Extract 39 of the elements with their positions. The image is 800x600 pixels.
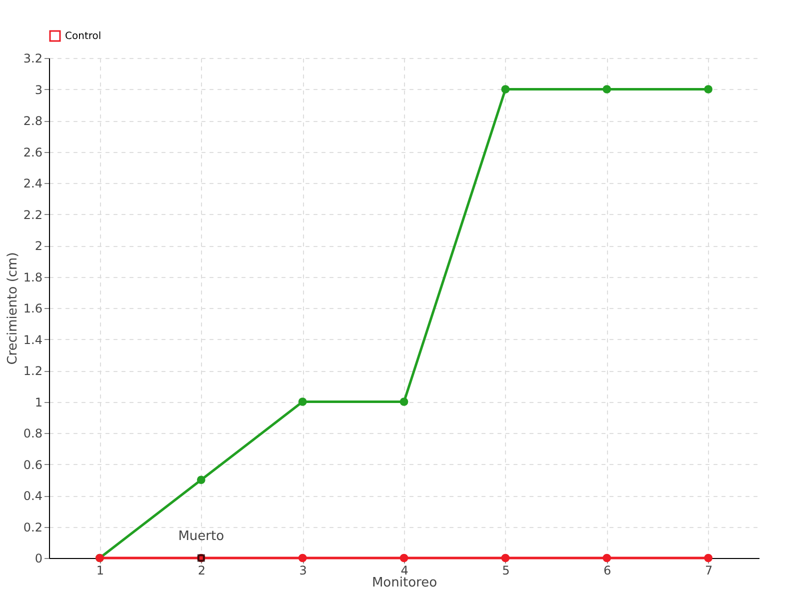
- y-tick-label: 1.6: [23, 302, 42, 316]
- x-tick-label: 2: [198, 564, 206, 578]
- x-tick-label: 4: [400, 564, 408, 578]
- y-tick-label: 2.2: [23, 208, 42, 222]
- x-tick-label: 1: [96, 564, 104, 578]
- x-tick-label: 5: [502, 564, 510, 578]
- y-tick-label: 3: [34, 82, 42, 97]
- y-tick-label: 0.2: [23, 520, 42, 534]
- y-tick-label: 2: [34, 239, 42, 253]
- y-tick-label: 2.4: [23, 176, 42, 190]
- y-tick-label: 0.6: [23, 458, 42, 472]
- y-tick-label: 1: [34, 395, 42, 410]
- x-tick-label: 7: [704, 564, 713, 578]
- x-tick-label: 6: [604, 564, 612, 578]
- x-tick-label: 3: [299, 564, 307, 578]
- point: [196, 476, 206, 484]
- point: [501, 554, 510, 562]
- point: [704, 554, 712, 562]
- y-tick-label: 3.2: [23, 52, 42, 66]
- x-axis-title: Monitoreo: [372, 576, 438, 590]
- point: [298, 554, 307, 562]
- point: [501, 85, 510, 94]
- point: [400, 554, 408, 562]
- y-tick-label: 1.4: [23, 332, 42, 347]
- annotation: Muerto: [178, 529, 224, 544]
- y-tick-label: 1.8: [23, 270, 42, 284]
- y-tick-label: 2.8: [23, 114, 42, 128]
- y-axis-title: Crecimiento (cm): [5, 252, 20, 365]
- y-tick-label: 0.8: [23, 426, 42, 440]
- point: [602, 554, 612, 562]
- y-tick-label: 2.6: [23, 145, 42, 160]
- point: [400, 398, 408, 406]
- point: [602, 85, 612, 94]
- y-tick-label: 1.2: [23, 364, 42, 378]
- point: [298, 398, 307, 406]
- legend-label: Control: [65, 31, 102, 42]
- y-tick-label: 0.4: [23, 489, 42, 503]
- point: [704, 85, 712, 94]
- y-tick-label: 0: [34, 552, 42, 566]
